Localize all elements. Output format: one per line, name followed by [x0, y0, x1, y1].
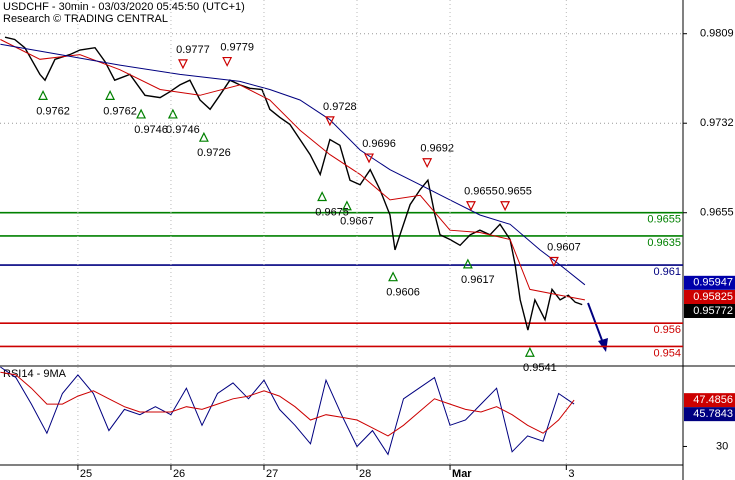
swing-label: 0.9675 [315, 206, 349, 218]
swing-marker [500, 201, 511, 212]
swing-label: 0.9762 [103, 105, 137, 117]
swing-marker [222, 56, 233, 67]
level-label: 0.956 [653, 324, 681, 336]
swing-label: 0.9541 [523, 362, 557, 374]
level-label: 0.9635 [647, 237, 681, 249]
series-line [0, 39, 585, 301]
swing-marker [317, 191, 328, 202]
swing-marker [324, 116, 335, 127]
x-tick-label: 3 [568, 468, 574, 480]
swing-label: 0.9607 [547, 241, 581, 253]
swing-label: 0.9692 [420, 143, 454, 155]
swing-marker [364, 153, 374, 164]
swing-label: 0.9696 [362, 138, 396, 150]
price-box-label: 0.95772 [693, 305, 733, 317]
price-box [684, 289, 735, 304]
swing-marker [177, 59, 188, 70]
y-tick-label: 30 [716, 440, 728, 452]
swing-marker [524, 346, 535, 357]
swing-label: 0.9746 [166, 124, 200, 136]
series-line [0, 43, 586, 286]
swing-marker [105, 90, 116, 100]
x-tick-label: 28 [359, 468, 371, 480]
y-tick-label: 0.9655 [700, 207, 734, 219]
chart-subtitle: Research © TRADING CENTRAL [3, 13, 168, 25]
chart-title: USDCHF - 30min - 03/03/2020 05:45:50 (UT… [3, 1, 245, 13]
swing-marker [462, 258, 473, 269]
price-box-label: 0.95947 [693, 277, 733, 289]
swing-label: 0.9779 [220, 41, 254, 53]
swing-marker [167, 108, 178, 119]
price-box [684, 303, 735, 318]
swing-label: 0.9606 [386, 287, 420, 299]
swing-label: 0.9617 [461, 274, 495, 286]
swing-marker [38, 90, 48, 100]
swing-marker [388, 271, 399, 282]
swing-label: 0.9777 [176, 44, 210, 56]
swing-marker [136, 108, 147, 119]
price-box-label: 47.4856 [693, 394, 733, 406]
x-tick-label: 27 [266, 468, 278, 480]
level-label: 0.9655 [647, 214, 681, 226]
swing-marker [198, 131, 209, 142]
y-tick-label: 0.9809 [700, 28, 734, 40]
swing-label: 0.9726 [197, 147, 231, 159]
price-box-label: 45.7843 [693, 408, 733, 420]
price-box [684, 393, 735, 408]
swing-marker [341, 200, 352, 211]
x-tick-label: Mar [452, 468, 472, 480]
swing-marker [548, 256, 559, 267]
level-label: 0.954 [653, 347, 681, 359]
x-tick-label: 26 [173, 468, 185, 480]
price-box-label: 0.95825 [693, 291, 733, 303]
swing-label: 0.9667 [340, 216, 374, 228]
swing-label: 0.9728 [323, 101, 357, 113]
swing-label: 0.9746 [134, 124, 168, 136]
level-label: 0.961 [653, 266, 681, 278]
swing-marker [422, 158, 433, 169]
series-line [0, 371, 575, 437]
price-box [684, 275, 735, 290]
swing-label: 0.9655 [498, 186, 532, 198]
series-line [0, 366, 575, 456]
swing-label: 0.9762 [36, 105, 70, 117]
price-box [684, 407, 735, 422]
x-tick-label: 25 [80, 468, 92, 480]
forecast-arrow-head [598, 338, 608, 352]
y-tick-label: 0.9732 [700, 117, 734, 129]
swing-label: 0.9655 [464, 186, 498, 198]
swing-marker [465, 201, 476, 212]
